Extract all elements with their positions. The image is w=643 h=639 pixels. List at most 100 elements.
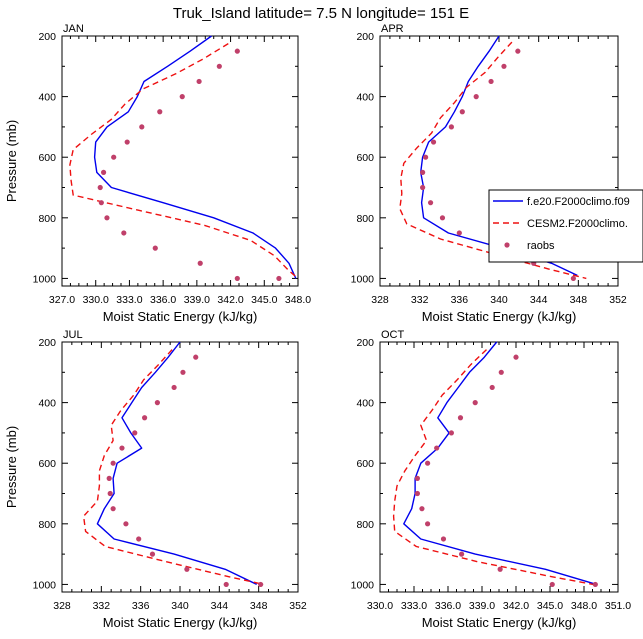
raobs-point [456,230,462,236]
legend-label: f.e20.F2000climo.f09 [527,196,630,208]
y-tick-label: 800 [38,213,56,225]
raobs-point [515,48,521,54]
y-tick-label: 600 [356,458,374,470]
raobs-point [549,581,555,588]
raobs-point [513,354,519,360]
x-tick-label: 333.0 [401,600,427,612]
plot-frame [379,341,619,593]
raobs-point [154,400,160,406]
y-tick-label: 600 [38,458,56,470]
raobs-point [123,521,129,527]
raobs-point [439,215,446,221]
raobs-point [425,521,431,527]
raobs-point [497,566,503,572]
series-line-cesm2 [69,43,299,279]
y-tick-label: 1000 [33,579,57,591]
x-axis-label: Moist Static Energy (kJ/kg) [422,309,577,324]
x-tick-label: 336.0 [150,294,176,306]
y-tick-label: 200 [356,337,374,349]
raobs-point [157,109,163,115]
chart-panel-apr: APR 328 332 336 340 344 348 352 200 400 600 800 1000… [351,23,627,324]
y-tick-label: 200 [356,31,374,43]
raobs-point [488,78,494,85]
raobs-point [234,48,240,54]
chart-panel-oct: OCT 330.0 333.0 336.0 339.0 342.0 345.0 348.0 35… [351,329,632,630]
x-tick-label: 342.0 [217,294,243,306]
x-tick-label: 340 [490,294,508,306]
x-tick-label: 345.0 [537,600,563,612]
raobs-point [216,63,222,69]
raobs-point [111,154,117,160]
legend-label: raobs [527,240,555,252]
raobs-point [414,490,420,497]
raobs-point [427,200,434,206]
series-line-f-e20 [420,35,578,277]
y-tick-label: 400 [356,398,374,410]
raobs-point [193,354,199,360]
x-tick-label: 348 [570,294,588,306]
raobs-point [448,124,454,130]
raobs-point [419,506,425,512]
y-axis-label: Pressure (mb) [4,120,19,202]
x-tick-label: 351.0 [605,600,631,612]
raobs-point [420,169,426,175]
x-tick-label: 336 [132,600,150,612]
series-raobs [106,354,264,588]
raobs-point [473,94,479,100]
figure-title: Truk_Island latitude= 7.5 N longitude= 1… [173,5,469,22]
raobs-point [139,124,145,130]
raobs-point [97,184,103,191]
x-axis-label: Moist Static Energy (kJ/kg) [422,615,577,630]
x-tick-label: 340 [171,600,189,612]
raobs-point [98,200,104,206]
panel-title: APR [381,23,404,35]
x-axis-label: Moist Static Energy (kJ/kg) [103,309,258,324]
x-tick-label: 352 [609,294,627,306]
x-tick-label: 330.0 [83,294,109,306]
raobs-point [107,490,113,497]
raobs-point [459,109,465,115]
y-tick-label: 800 [38,519,56,531]
raobs-point [440,536,447,542]
raobs-point [425,460,431,466]
raobs-point [121,230,127,236]
y-tick-label: 1000 [351,273,375,285]
x-tick-label: 328 [371,294,389,306]
raobs-point [570,275,576,282]
x-tick-label: 327.0 [49,294,75,306]
x-tick-label: 333.0 [116,294,142,306]
x-tick-label: 344 [211,600,229,612]
legend: f.e20.F2000climo.f09 CESM2.F2000climo. rao… [488,189,643,263]
x-tick-label: 339.0 [469,600,495,612]
y-tick-label: 400 [356,92,374,104]
raobs-point [258,581,264,588]
x-tick-label: 348.0 [285,294,311,306]
x-tick-label: 344 [530,294,548,306]
x-tick-label: 336 [451,294,469,306]
series-line-cesm2 [392,349,594,586]
raobs-point [498,369,504,375]
x-tick-label: 332 [411,294,429,306]
x-tick-label: 328 [53,600,71,612]
y-tick-label: 800 [356,213,374,225]
raobs-point [142,415,148,421]
raobs-point [179,94,185,100]
raobs-point [234,275,240,282]
raobs-point [110,506,116,512]
raobs-point [124,139,130,145]
x-tick-label: 336.0 [435,600,461,612]
raobs-point [223,581,229,588]
legend-box [488,189,643,263]
raobs-point [196,78,202,85]
panel-title: OCT [381,329,405,341]
raobs-point [184,566,190,572]
series-line-cesm2 [82,349,264,586]
raobs-point [110,460,116,466]
x-tick-label: 330.0 [367,600,393,612]
y-tick-label: 600 [38,152,56,164]
raobs-point [414,475,420,481]
series-line-f-e20 [96,341,258,586]
y-axis-label: Pressure (mb) [4,426,19,508]
y-tick-label: 800 [356,519,374,531]
